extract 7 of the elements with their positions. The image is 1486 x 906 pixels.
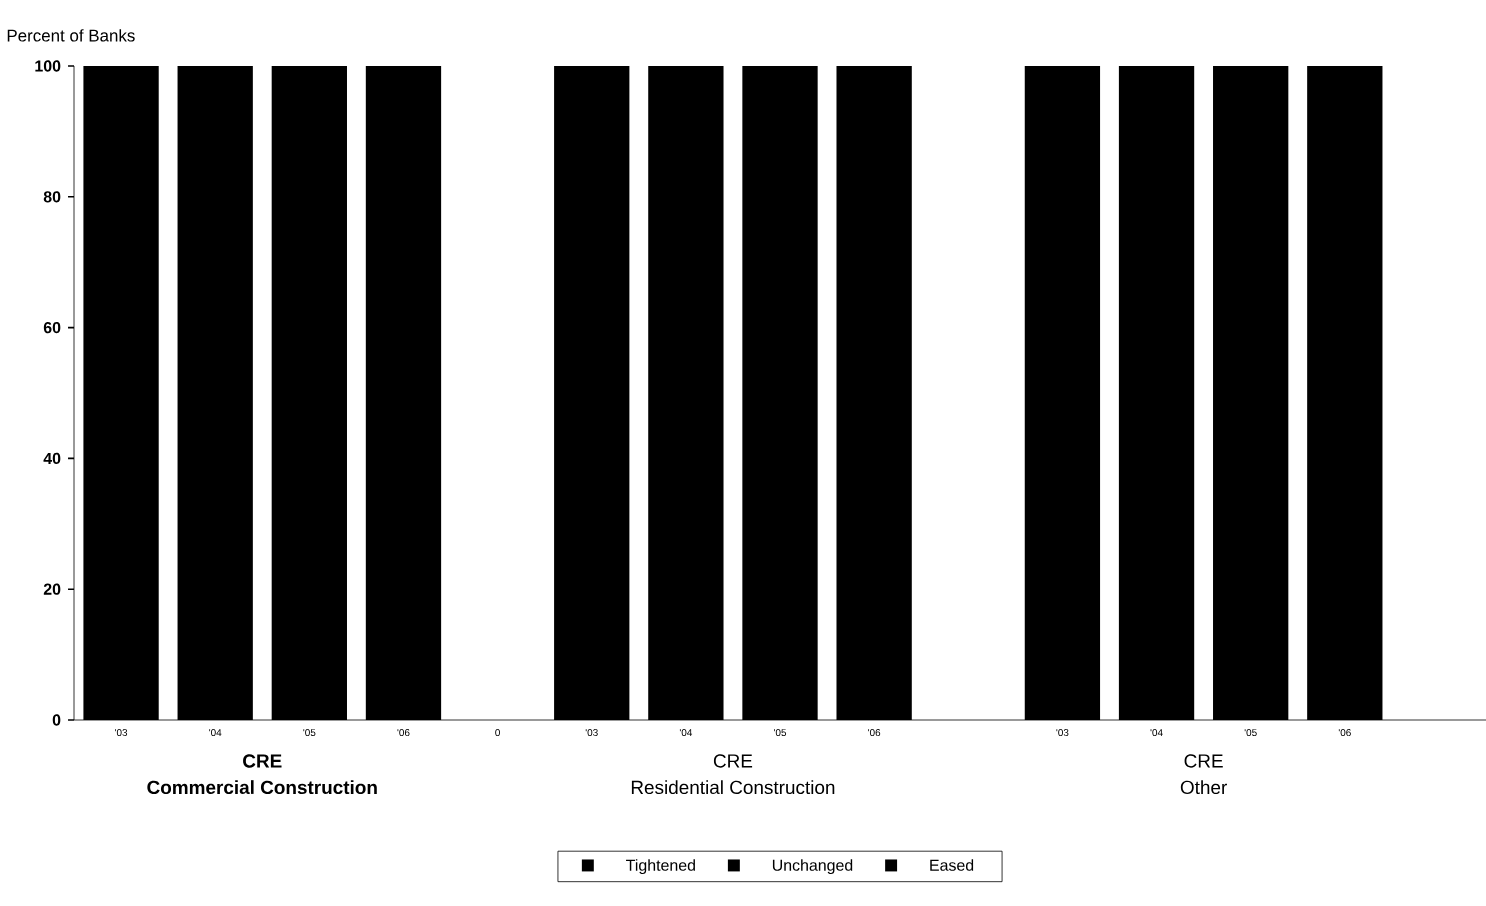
text: Other (1180, 780, 1227, 795)
text: CRE (243, 754, 282, 768)
text: CRE (713, 754, 753, 768)
text: CRE (1184, 754, 1223, 768)
text: Commercial Construction (147, 780, 377, 795)
y-axis-title: Percent of Banks (7, 29, 135, 42)
text: Residential Construction (631, 780, 835, 795)
